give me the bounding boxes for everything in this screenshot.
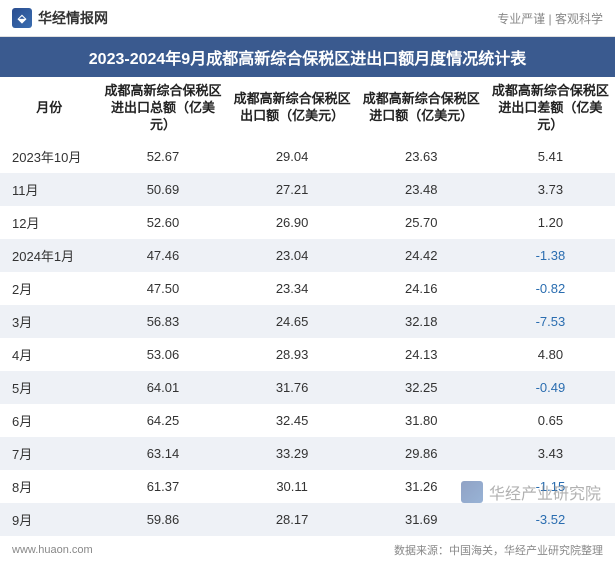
cell-export: 28.93 <box>228 338 357 371</box>
cell-month: 5月 <box>0 371 98 404</box>
header: ⬙ 华经情报网 专业严谨 | 客观科学 <box>0 0 615 37</box>
table-row: 11月50.6927.2123.483.73 <box>0 173 615 206</box>
cell-diff: -0.82 <box>486 272 615 305</box>
cell-total: 56.83 <box>98 305 227 338</box>
cell-export: 24.65 <box>228 305 357 338</box>
cell-export: 26.90 <box>228 206 357 239</box>
cell-diff: 5.41 <box>486 140 615 173</box>
cell-month: 8月 <box>0 470 98 503</box>
cell-total: 47.46 <box>98 239 227 272</box>
cell-diff: -1.15 <box>486 470 615 503</box>
cell-total: 61.37 <box>98 470 227 503</box>
cell-total: 50.69 <box>98 173 227 206</box>
table-row: 5月64.0131.7632.25-0.49 <box>0 371 615 404</box>
cell-diff: 4.80 <box>486 338 615 371</box>
cell-total: 47.50 <box>98 272 227 305</box>
cell-total: 63.14 <box>98 437 227 470</box>
cell-import: 32.18 <box>357 305 486 338</box>
cell-import: 31.69 <box>357 503 486 536</box>
table-row: 8月61.3730.1131.26-1.15 <box>0 470 615 503</box>
footer-url: www.huaon.com <box>12 544 93 556</box>
table-row: 7月63.1433.2929.863.43 <box>0 437 615 470</box>
table-row: 2月47.5023.3424.16-0.82 <box>0 272 615 305</box>
cell-total: 64.25 <box>98 404 227 437</box>
cell-import: 31.26 <box>357 470 486 503</box>
cell-diff: 3.73 <box>486 173 615 206</box>
data-table: 月份 成都高新综合保税区进出口总额（亿美元） 成都高新综合保税区出口额（亿美元）… <box>0 77 615 536</box>
cell-month: 9月 <box>0 503 98 536</box>
cell-month: 2024年1月 <box>0 239 98 272</box>
cell-import: 24.13 <box>357 338 486 371</box>
cell-total: 52.67 <box>98 140 227 173</box>
cell-total: 64.01 <box>98 371 227 404</box>
cell-export: 23.04 <box>228 239 357 272</box>
cell-month: 7月 <box>0 437 98 470</box>
data-table-container: 月份 成都高新综合保税区进出口总额（亿美元） 成都高新综合保税区出口额（亿美元）… <box>0 77 615 536</box>
footer-source: 数据来源：中国海关，华经产业研究院整理 <box>394 542 603 558</box>
table-row: 6月64.2532.4531.800.65 <box>0 404 615 437</box>
cell-total: 59.86 <box>98 503 227 536</box>
cell-diff: 3.43 <box>486 437 615 470</box>
cell-month: 4月 <box>0 338 98 371</box>
cell-total: 52.60 <box>98 206 227 239</box>
table-row: 4月53.0628.9324.134.80 <box>0 338 615 371</box>
cell-import: 32.25 <box>357 371 486 404</box>
cell-export: 29.04 <box>228 140 357 173</box>
table-row: 3月56.8324.6532.18-7.53 <box>0 305 615 338</box>
cell-diff: 1.20 <box>486 206 615 239</box>
cell-month: 6月 <box>0 404 98 437</box>
cell-import: 23.48 <box>357 173 486 206</box>
brand: ⬙ 华经情报网 <box>12 8 108 28</box>
cell-export: 27.21 <box>228 173 357 206</box>
cell-import: 24.42 <box>357 239 486 272</box>
cell-import: 23.63 <box>357 140 486 173</box>
cell-total: 53.06 <box>98 338 227 371</box>
cell-diff: -3.52 <box>486 503 615 536</box>
col-header-diff: 成都高新综合保税区进出口差额（亿美元） <box>486 77 615 140</box>
cell-export: 32.45 <box>228 404 357 437</box>
cell-export: 30.11 <box>228 470 357 503</box>
cell-import: 25.70 <box>357 206 486 239</box>
cell-month: 2月 <box>0 272 98 305</box>
cell-month: 2023年10月 <box>0 140 98 173</box>
cell-import: 29.86 <box>357 437 486 470</box>
cell-diff: -1.38 <box>486 239 615 272</box>
table-row: 9月59.8628.1731.69-3.52 <box>0 503 615 536</box>
col-header-total: 成都高新综合保税区进出口总额（亿美元） <box>98 77 227 140</box>
cell-diff: -0.49 <box>486 371 615 404</box>
col-header-month: 月份 <box>0 77 98 140</box>
cell-month: 11月 <box>0 173 98 206</box>
col-header-export: 成都高新综合保税区出口额（亿美元） <box>228 77 357 140</box>
table-header-row: 月份 成都高新综合保税区进出口总额（亿美元） 成都高新综合保税区出口额（亿美元）… <box>0 77 615 140</box>
cell-export: 33.29 <box>228 437 357 470</box>
cell-import: 24.16 <box>357 272 486 305</box>
table-row: 2024年1月47.4623.0424.42-1.38 <box>0 239 615 272</box>
brand-name: 华经情报网 <box>38 8 108 28</box>
table-row: 2023年10月52.6729.0423.635.41 <box>0 140 615 173</box>
cell-import: 31.80 <box>357 404 486 437</box>
cell-export: 31.76 <box>228 371 357 404</box>
cell-month: 3月 <box>0 305 98 338</box>
col-header-import: 成都高新综合保税区进口额（亿美元） <box>357 77 486 140</box>
cell-export: 23.34 <box>228 272 357 305</box>
brand-icon: ⬙ <box>12 8 32 28</box>
cell-diff: 0.65 <box>486 404 615 437</box>
slogan: 专业严谨 | 客观科学 <box>497 10 603 27</box>
cell-month: 12月 <box>0 206 98 239</box>
table-row: 12月52.6026.9025.701.20 <box>0 206 615 239</box>
cell-diff: -7.53 <box>486 305 615 338</box>
page-title: 2023-2024年9月成都高新综合保税区进出口额月度情况统计表 <box>0 37 615 77</box>
cell-export: 28.17 <box>228 503 357 536</box>
